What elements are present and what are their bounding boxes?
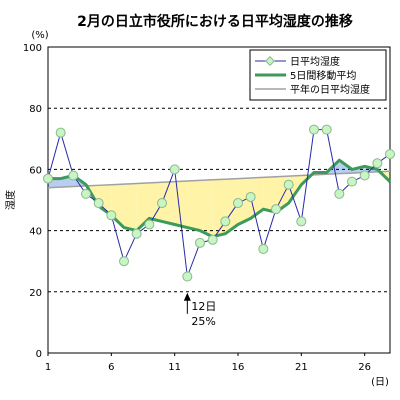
data-point: [309, 124, 319, 135]
data-point: [144, 219, 155, 230]
y-unit-label: (%): [31, 30, 48, 41]
y-tick-label: 60: [29, 165, 42, 176]
legend-item-daily-label: 日平均湿度: [290, 55, 340, 68]
data-point: [347, 176, 357, 187]
fill-area: [149, 182, 162, 222]
data-point: [131, 228, 142, 239]
x-tick-label: 11: [168, 362, 181, 373]
fill-area: [136, 182, 150, 231]
x-tick-label: 16: [232, 362, 245, 373]
y-axis-label: 湿度: [4, 190, 17, 210]
annotation-arrow-head: [183, 292, 191, 301]
chart-title: 2月の日立市役所における日平均湿度の推移: [77, 13, 353, 30]
data-point: [182, 271, 193, 282]
fill-area: [162, 181, 175, 225]
legend-item-daily-marker: [265, 56, 275, 66]
y-tick-label: 40: [29, 227, 42, 238]
data-point: [321, 124, 332, 135]
data-point: [43, 173, 53, 184]
data-point: [233, 198, 243, 209]
data-point: [169, 164, 180, 175]
data-point: [283, 179, 294, 190]
y-tick-label: 80: [29, 104, 42, 115]
x-tick-label: 1: [45, 362, 51, 373]
annotation-day: 12日: [191, 300, 216, 313]
data-point: [271, 204, 281, 215]
series-line-moving-average: [48, 158, 392, 239]
x-unit-label: (日): [371, 377, 389, 388]
fill-area: [238, 177, 251, 225]
fill-area: [212, 179, 226, 237]
fill-area: [187, 180, 200, 231]
data-point: [258, 243, 269, 254]
data-point: [334, 188, 345, 199]
series-line-daily: [47, 129, 391, 277]
data-point: [68, 170, 79, 181]
y-tick-label: 100: [23, 43, 42, 54]
data-point: [157, 198, 167, 209]
series-line-normal: [47, 170, 391, 189]
legend-item-normal-label: 平年の日平均湿度: [290, 83, 370, 96]
fill-area: [263, 176, 276, 213]
data-point: [245, 191, 256, 202]
fill-area: [124, 183, 137, 231]
fill-area: [200, 179, 213, 237]
data-point: [106, 210, 117, 221]
data-point: [119, 256, 129, 267]
data-point: [220, 216, 231, 227]
data-point: [296, 216, 307, 227]
legend-item-moving-average-label: 5日間移動平均: [290, 69, 356, 82]
data-point: [81, 188, 91, 199]
data-point: [195, 237, 205, 248]
data-point: [372, 158, 383, 169]
x-tick-label: 21: [295, 362, 308, 373]
data-point: [359, 170, 370, 181]
data-point: [93, 198, 104, 209]
y-tick-label: 20: [29, 288, 42, 299]
plot-frame: [47, 46, 391, 354]
data-point: [207, 234, 218, 245]
y-tick-label: 0: [36, 349, 42, 360]
annotation-value: 25%: [191, 315, 215, 328]
x-tick-label: 6: [108, 362, 114, 373]
data-point: [55, 127, 66, 138]
x-tick-label: 26: [358, 362, 371, 373]
data-point: [385, 149, 395, 160]
